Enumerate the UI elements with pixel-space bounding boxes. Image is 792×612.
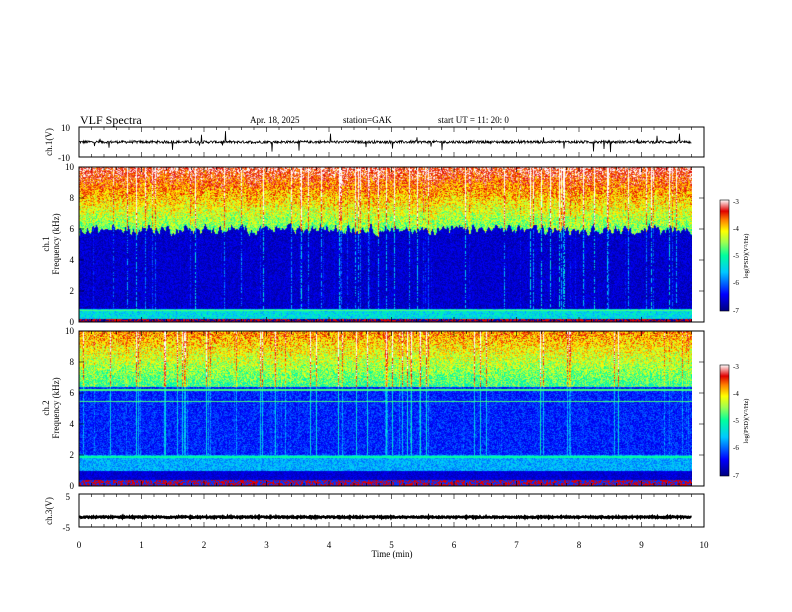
- ch2-spec-ylabel-line2: Frequency (kHz): [51, 377, 61, 438]
- y-tick-label: 8: [70, 357, 75, 367]
- y-tick-label: 2: [70, 450, 75, 460]
- ch1-spectrogram-image: [79, 167, 692, 322]
- ch2-spec-ylabel-line1: ch.2: [41, 400, 51, 415]
- x-tick-label: 2: [202, 540, 207, 550]
- y-tick-label: 10: [65, 326, 75, 336]
- ch2-cb-tick-3: -3: [733, 363, 739, 371]
- y-tick-label: 6: [70, 224, 75, 234]
- x-tick-label: 5: [389, 540, 394, 550]
- ch3-ytick-bottom: -5: [63, 523, 71, 533]
- x-tick-label: 3: [264, 540, 269, 550]
- ch1-spectrogram-panel: 0 2 4 6 8 10 ch.1 Frequency (kHz) -3 -4 -5 -6…: [41, 162, 750, 327]
- x-tick-label: 4: [327, 540, 332, 550]
- ch1-cb-tick-5: -5: [733, 252, 739, 260]
- y-tick-label: 0: [70, 481, 75, 491]
- ch1-spec-ylabel-line2: Frequency (kHz): [51, 213, 61, 274]
- y-tick-label: 4: [70, 255, 75, 265]
- ch1-colorbar: -3 -4 -5 -6 -7 log(PSD)(V²/Hz): [719, 198, 750, 315]
- figure-title: VLF Spectra: [80, 113, 142, 127]
- ch2-cb-tick-6: -6: [733, 444, 739, 452]
- ch1-waveform-line: [78, 131, 692, 153]
- station-label: station=GAK: [343, 115, 392, 125]
- x-tick-label: 10: [700, 540, 710, 550]
- y-tick-label: 2: [70, 286, 75, 296]
- x-tick-label: 7: [514, 540, 519, 550]
- ch1-colorbar-bar: [719, 199, 730, 312]
- ch3-ytick-top: 5: [66, 492, 71, 502]
- ch1-ytick-top: 10: [61, 123, 71, 133]
- x-axis-ticks: [78, 127, 705, 527]
- y-tick-label: 0: [70, 317, 75, 327]
- ch3-waveform-line: [78, 513, 692, 521]
- ch1-colorbar-label: log(PSD)(V²/Hz): [743, 234, 750, 279]
- ch2-colorbar-label: log(PSD)(V²/Hz): [743, 399, 750, 444]
- ch3-waveform-panel: 5 -5 ch.3(V): [44, 492, 705, 533]
- ch2-cb-tick-5: -5: [733, 417, 739, 425]
- date-label: Apr. 18, 2025: [250, 115, 300, 125]
- ch2-spectrogram-panel: 0 2 4 6 8 10 ch.2 Frequency (kHz) -3 -4 -5 -6…: [41, 326, 750, 491]
- ch1-ytick-bottom: -10: [58, 153, 70, 163]
- x-tick-label: 0: [77, 540, 82, 550]
- x-tick-label: 9: [639, 540, 644, 550]
- y-tick-label: 8: [70, 193, 75, 203]
- ch1-cb-tick-6: -6: [733, 279, 739, 287]
- ch2-colorbar: -3 -4 -5 -6 -7 log(PSD)(V²/Hz): [719, 363, 750, 480]
- ch1-cb-tick-4: -4: [733, 225, 739, 233]
- x-axis-tick-labels: 0 1 2 3 4 5 6 7 8 9 10: [77, 540, 709, 550]
- y-tick-label: 6: [70, 388, 75, 398]
- ch2-cb-tick-7: -7: [733, 472, 739, 480]
- ch3-ylabel: ch.3(V): [44, 497, 54, 525]
- ch1-spec-ylabel-line1: ch.1: [41, 236, 51, 251]
- ch1-cb-tick-3: -3: [733, 198, 739, 206]
- ch2-spectrogram-image: [79, 331, 692, 486]
- ch1-ylabel: ch.1(V): [44, 128, 54, 156]
- ch1-waveform-panel: 10 -10 ch.1(V): [44, 123, 705, 163]
- ch1-cb-tick-7: -7: [733, 307, 739, 315]
- start-time-label: start UT = 11: 20: 0: [438, 115, 509, 125]
- x-tick-label: 8: [577, 540, 582, 550]
- ch2-colorbar-bar: [719, 364, 730, 477]
- y-tick-label: 4: [70, 419, 75, 429]
- x-axis-label: Time (min): [372, 549, 413, 559]
- ch2-cb-tick-4: -4: [733, 390, 739, 398]
- x-tick-label: 1: [139, 540, 144, 550]
- y-tick-label: 10: [65, 162, 75, 172]
- x-tick-label: 6: [452, 540, 457, 550]
